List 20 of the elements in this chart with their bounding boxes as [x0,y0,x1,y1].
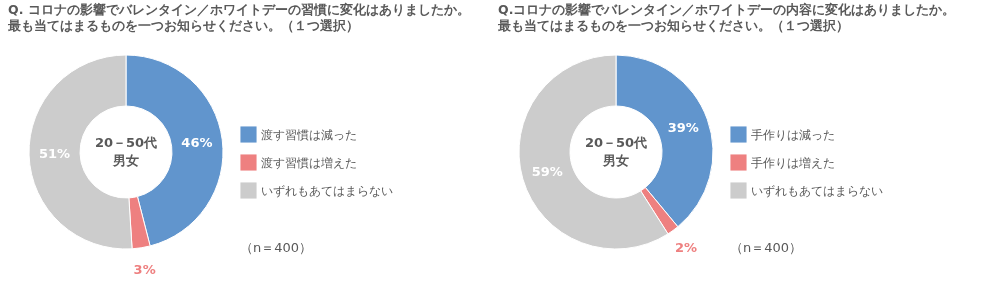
legend-label: 渡す習慣は減った [261,127,357,142]
text: 20－50代 [94,135,158,150]
legend-label: いずれもあてはまらない [751,183,883,198]
text: （n＝400） [730,240,803,255]
chart-subtitle: 最も当てはまるものを一つお知らせください。（１つ選択） [497,17,849,33]
legend-label: 手作りは減った [751,127,835,142]
text: （n＝400） [240,240,313,255]
text: 20－50代 [584,135,648,150]
chart-title: Q. コロナの影響でバレンタイン／ホワイトデーの習慣に変化はありましたか。 [8,2,470,17]
text: 男女 [112,153,139,168]
legend-label: 渡す習慣は増えた [261,155,357,170]
chart-title: Q.コロナの影響でバレンタイン／ホワイトデーの内容に変化はありましたか。 [498,2,956,17]
text: 男女 [602,153,629,168]
data-label: 46% [181,135,213,151]
legend-label: 手作りは増えた [751,155,835,170]
data-label: 2% [674,240,697,256]
data-label: 3% [133,261,156,277]
data-label: 39% [667,119,699,135]
legend-label: いずれもあてはまらない [261,183,393,198]
chart-subtitle: 最も当てはまるものを一つお知らせください。（１つ選択） [7,17,359,33]
